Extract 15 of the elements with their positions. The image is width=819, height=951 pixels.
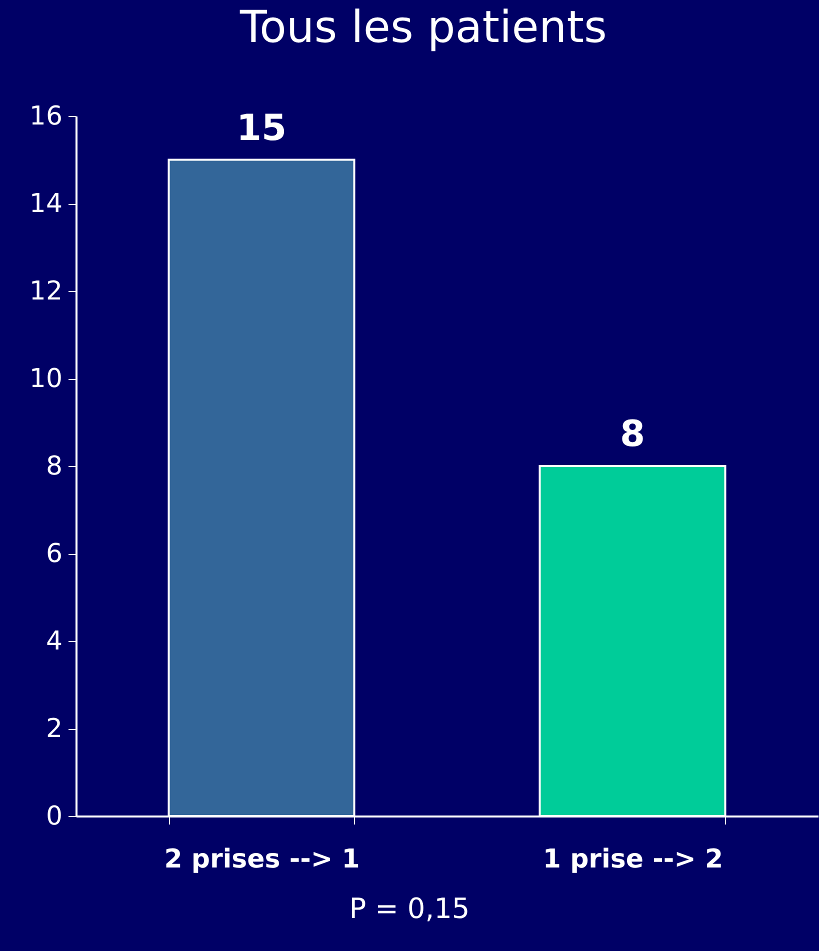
y-tick-label: 6: [46, 539, 62, 569]
y-tick-label: 16: [29, 102, 62, 132]
x-tick-label: 2 prises --> 1: [164, 844, 360, 874]
y-tick-label: 4: [46, 626, 62, 656]
chart-title: Tous les patients: [239, 2, 607, 53]
y-tick-label: 10: [29, 364, 62, 394]
x-tick-label: 1 prise --> 2: [542, 844, 724, 874]
y-tick-label: 14: [29, 189, 62, 219]
data-label: 8: [620, 414, 646, 455]
text: P = 0,15: [348, 892, 471, 925]
y-tick-label: 0: [46, 802, 62, 832]
y-tick-label: 12: [29, 276, 62, 306]
y-tick-label: 2: [46, 714, 62, 744]
data-label: 15: [236, 108, 287, 149]
y-tick-label: 8: [46, 452, 62, 482]
